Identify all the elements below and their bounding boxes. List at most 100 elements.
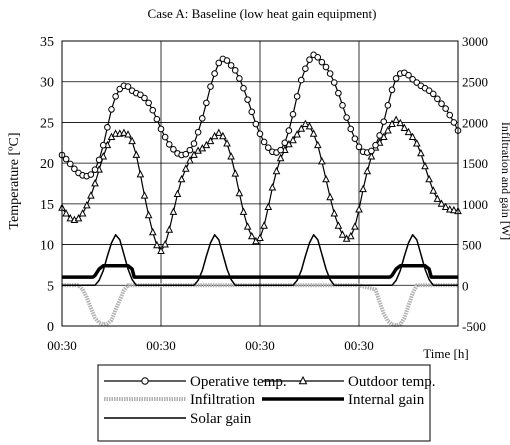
plot-frame — [61, 40, 459, 327]
outdoor-temp-point — [293, 130, 301, 138]
y-tick-label: 10 — [40, 239, 54, 254]
outdoor-temp-point — [408, 132, 417, 140]
operative-temp-point — [281, 139, 289, 147]
operative-temp-point — [91, 166, 99, 173]
operative-temp-point — [62, 155, 70, 163]
operative-temp-point — [277, 146, 284, 154]
operative-temp-point — [248, 108, 256, 116]
outdoor-temp-point — [305, 122, 314, 130]
outdoor-temp-point — [91, 179, 99, 187]
operative-temp-point — [434, 95, 441, 103]
outdoor-temp-point — [351, 222, 359, 230]
operative-temp-point — [392, 75, 400, 82]
legend-label: Solar gain — [190, 411, 252, 427]
outdoor-temp-point — [169, 207, 178, 215]
operative-temp-point — [355, 143, 363, 151]
y2-tick-label: 1500 — [462, 156, 488, 171]
outdoor-temp-point — [247, 231, 256, 240]
operative-temp-point — [211, 70, 218, 77]
y-tick-label: 0 — [47, 320, 54, 335]
legend-marker-circle — [141, 377, 149, 385]
outdoor-temp-point — [243, 222, 252, 230]
outdoor-temp-point — [140, 191, 149, 199]
outdoor-temp-point — [124, 130, 132, 138]
outdoor-temp-point — [272, 166, 281, 175]
outdoor-temp-point — [363, 166, 372, 175]
operative-temp-point — [285, 127, 293, 134]
outdoor-temp-point — [74, 214, 83, 222]
outdoor-temp-point — [157, 246, 165, 254]
operative-temp-point — [66, 160, 74, 168]
operative-temp-point — [223, 57, 231, 64]
outdoor-temp-point — [301, 119, 310, 127]
operative-temp-point — [161, 133, 169, 141]
outdoor-temp-point — [120, 128, 128, 136]
operative-temp-point — [314, 53, 322, 61]
operative-temp-point — [289, 110, 297, 118]
operative-temp-point — [240, 84, 247, 92]
operative-temp-point — [376, 132, 383, 139]
grid — [62, 41, 458, 326]
operative-temp-point — [330, 79, 338, 86]
y2-tick-label: 0 — [462, 278, 469, 293]
y-tick-label: 20 — [40, 157, 54, 172]
y-tick-label: 15 — [40, 198, 54, 213]
operative-temp-point — [380, 118, 388, 125]
operative-temp-point — [347, 125, 355, 133]
operative-temp-point — [157, 125, 165, 133]
x-tick-label: 00:30 — [47, 338, 77, 353]
outdoor-temp-point — [367, 152, 376, 160]
outdoor-temp-point — [264, 202, 273, 210]
operative-temp-point — [112, 93, 119, 100]
outdoor-temp-point — [66, 214, 75, 222]
outdoor-temp-point — [223, 139, 231, 147]
outdoor-temp-point — [425, 174, 433, 183]
outdoor-temp-point — [177, 174, 186, 183]
outdoor-temp-point — [392, 115, 400, 123]
operative-temp-point — [326, 70, 334, 77]
y-axis-label: Temperature [ºC] — [7, 132, 22, 229]
operative-temp-point — [438, 100, 445, 107]
outdoor-temp-point — [181, 164, 190, 172]
operative-temp-point — [170, 146, 177, 153]
operative-temp-point — [339, 102, 346, 109]
outdoor-temp-point — [231, 169, 240, 177]
y2-tick-label: -500 — [462, 319, 486, 334]
outdoor-temp-point — [334, 221, 343, 229]
outdoor-temp-point — [346, 231, 355, 240]
outdoor-temp-point — [417, 148, 425, 157]
legend-label: Internal gain — [348, 392, 425, 408]
legend-items: Operative temp. Outdoor temp. Infiltration… — [104, 374, 436, 427]
x-tick-label: 00:30 — [146, 338, 176, 353]
outdoor-temp-point — [136, 170, 145, 178]
legend: Operative temp. Outdoor temp. Infiltration… — [97, 364, 436, 442]
y2-tick-label: 1000 — [462, 197, 488, 212]
operative-temp-point — [306, 56, 313, 64]
outdoor-temp-point — [330, 209, 339, 217]
outdoor-temp-point — [87, 191, 95, 199]
outdoor-temp-point — [260, 221, 268, 229]
outdoor-temp-point — [412, 139, 421, 147]
operative-temp-point — [302, 65, 309, 72]
legend-label: Outdoor temp. — [348, 374, 436, 390]
operative-temp-point — [203, 99, 210, 107]
operative-temp-point — [87, 171, 95, 178]
operative-temp-point — [351, 135, 359, 143]
outdoor-temp-point — [235, 188, 244, 197]
operative-temp-point — [343, 114, 350, 121]
series-line-internal-gain — [62, 263, 458, 279]
operative-temp-point — [227, 62, 235, 69]
y2-tick-labels: -500 0 500 1000 1500 2000 2500 3000 — [462, 34, 488, 334]
outdoor-temp-point — [445, 205, 454, 213]
y2-tick-label: 2500 — [462, 75, 488, 90]
outdoor-temp-point — [148, 227, 157, 236]
outdoor-temp-point — [190, 150, 198, 158]
operative-temp-point — [99, 141, 107, 149]
outdoor-temp-point — [326, 192, 334, 201]
operative-temp-point — [244, 96, 251, 103]
outdoor-temp-point — [173, 189, 182, 197]
operative-temp-point — [149, 106, 157, 114]
outdoor-temp-point — [99, 152, 108, 160]
outdoor-temp-point — [128, 136, 136, 145]
